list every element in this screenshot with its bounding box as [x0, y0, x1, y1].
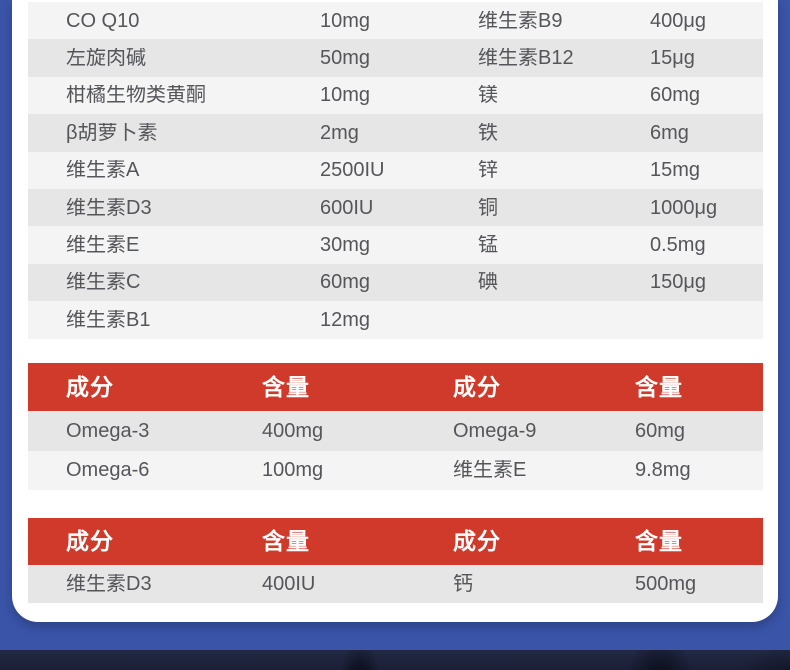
table-row: 维生素D3 400IU 钙 500mg [28, 565, 763, 603]
ingredient-name: 维生素B12 [478, 48, 574, 69]
ingredient-name: 铜 [478, 197, 498, 218]
ingredient-amount: 10mg [320, 10, 371, 31]
ingredient-amount: 500mg [635, 574, 697, 594]
ingredient-name: 钙 [453, 574, 473, 594]
ingredient-name: 碘 [478, 272, 498, 293]
table-row: Omega-3 400mg Omega-9 60mg [28, 411, 763, 451]
omega-table: 成分 含量 成分 含量 Omega-3 400mg Omega-9 60mg O… [28, 363, 763, 490]
ingredient-amount: 60mg [320, 272, 371, 293]
ingredient-name: Omega-3 [66, 420, 150, 441]
ingredient-amount: 12mg [320, 309, 371, 330]
ingredient-name: 维生素B1 [66, 309, 151, 330]
calcium-table: 成分 含量 成分 含量 维生素D3 400IU 钙 500mg [28, 518, 763, 603]
micronutrients-table: CO Q10 10mg 维生素B9 400μg 左旋肉碱 50mg 维生素B12… [28, 2, 763, 339]
table-header-row: 成分 含量 成分 含量 [28, 518, 763, 565]
ingredient-name: 维生素B9 [478, 10, 563, 31]
header-ingredient: 成分 [453, 528, 501, 554]
ingredient-name: 铁 [478, 122, 498, 143]
ingredient-name: Omega-6 [66, 460, 150, 481]
ingredient-amount: 15mg [650, 160, 701, 181]
ingredient-name: Omega-9 [453, 420, 537, 441]
bottom-photo-strip [0, 650, 790, 670]
table-row: Omega-6 100mg 维生素E 9.8mg [28, 450, 763, 490]
ingredient-name: 锰 [478, 235, 498, 256]
header-amount: 含量 [262, 373, 310, 400]
ingredient-name: 锌 [478, 160, 498, 181]
header-amount: 含量 [262, 528, 310, 554]
ingredient-amount: 0.5mg [650, 235, 706, 256]
ingredient-name: 维生素D3 [66, 197, 152, 218]
table-row: 维生素C 60mg 碘 150μg [28, 263, 763, 302]
ingredient-name: 维生素A [66, 160, 140, 181]
ingredient-amount: 400mg [262, 420, 324, 441]
header-amount: 含量 [635, 528, 683, 554]
table-row: 左旋肉碱 50mg 维生素B12 15μg [28, 39, 763, 77]
header-ingredient: 成分 [453, 373, 501, 400]
ingredient-name: 柑橘生物类黄酮 [66, 85, 206, 106]
ingredient-amount: 15μg [650, 48, 695, 69]
ingredient-amount: 30mg [320, 235, 371, 256]
ingredient-name: 维生素D3 [66, 574, 152, 594]
ingredient-amount: 50mg [320, 48, 371, 69]
header-ingredient: 成分 [66, 528, 114, 554]
table-row: 维生素E 30mg 锰 0.5mg [28, 226, 763, 264]
table-header-row: 成分 含量 成分 含量 [28, 363, 763, 411]
ingredient-name: 维生素C [66, 272, 141, 293]
table-row: 维生素A 2500IU 锌 15mg [28, 151, 763, 189]
ingredient-amount: 400μg [650, 10, 707, 31]
header-ingredient: 成分 [66, 373, 114, 400]
header-amount: 含量 [635, 373, 683, 400]
ingredient-amount: 150μg [650, 272, 707, 293]
ingredient-amount: 2mg [320, 122, 359, 143]
table-row: CO Q10 10mg 维生素B9 400μg [28, 2, 763, 40]
ingredient-amount: 400IU [262, 574, 316, 594]
ingredient-name: 维生素E [66, 235, 140, 256]
table-row: 柑橘生物类黄酮 10mg 镁 60mg [28, 76, 763, 115]
table-row: 维生素B1 12mg [28, 301, 763, 339]
ingredient-name: 维生素E [453, 460, 527, 481]
ingredient-amount: 6mg [650, 122, 689, 143]
table-row: β胡萝卜素 2mg 铁 6mg [28, 114, 763, 152]
ingredient-name: 镁 [478, 85, 498, 106]
ingredient-amount: 600IU [320, 197, 374, 218]
ingredient-amount: 100mg [262, 460, 324, 481]
ingredient-amount: 60mg [635, 420, 686, 441]
nutrition-card: CO Q10 10mg 维生素B9 400μg 左旋肉碱 50mg 维生素B12… [12, 0, 778, 622]
ingredient-name: β胡萝卜素 [66, 122, 158, 143]
ingredient-name: 左旋肉碱 [66, 48, 146, 69]
ingredient-amount: 9.8mg [635, 460, 691, 481]
table-row: 维生素D3 600IU 铜 1000μg [28, 188, 763, 227]
ingredient-amount: 10mg [320, 85, 371, 106]
ingredient-amount: 60mg [650, 85, 701, 106]
ingredient-amount: 1000μg [650, 197, 718, 218]
ingredient-amount: 2500IU [320, 160, 385, 181]
ingredient-name: CO Q10 [66, 10, 140, 31]
